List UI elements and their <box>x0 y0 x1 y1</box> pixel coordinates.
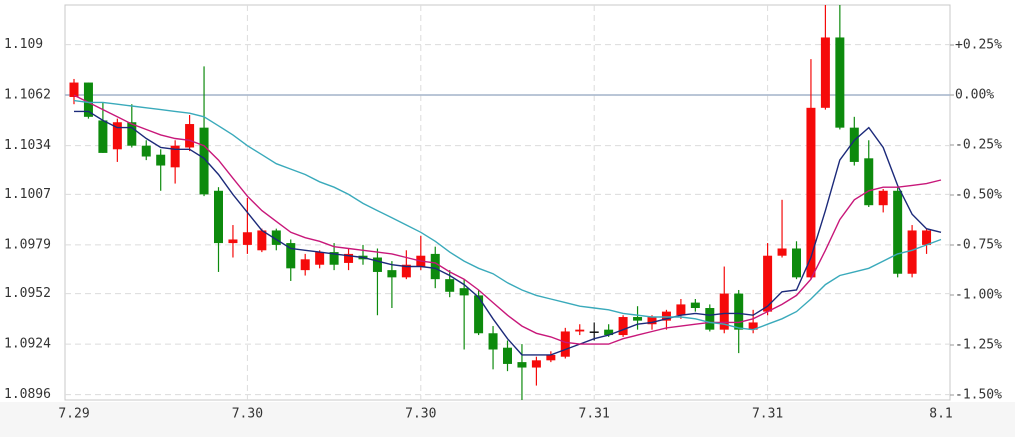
x-axis-band <box>0 402 1015 437</box>
candle-body <box>517 362 527 368</box>
y2-tick-label: -0.50% <box>955 188 1002 203</box>
x-tick-label: 7.30 <box>232 407 263 422</box>
x-tick-label: 7.29 <box>58 407 89 422</box>
candle-body <box>156 154 166 166</box>
candle-body <box>647 317 657 325</box>
y-tick-label: 1.0952 <box>4 286 51 301</box>
y2-tick-label: +0.25% <box>955 38 1002 53</box>
candle-body <box>878 190 888 206</box>
moving-average-line <box>73 99 942 331</box>
y2-tick-label: -1.50% <box>955 388 1002 403</box>
candle-body <box>546 354 556 361</box>
candle-body <box>792 248 801 278</box>
candle-body <box>127 122 137 146</box>
x-tick-label: 7.31 <box>752 407 783 422</box>
candle-body <box>893 190 903 274</box>
candle-body <box>589 331 599 333</box>
candle-body <box>907 230 917 274</box>
candle-body <box>257 230 267 251</box>
candle-body <box>228 239 238 244</box>
y-tick-label: 1.0979 <box>4 237 51 252</box>
candle-body <box>748 322 758 330</box>
candle-body <box>430 253 440 280</box>
candle-body <box>387 270 397 278</box>
y2-tick-label: -0.25% <box>955 138 1002 153</box>
candle-body <box>445 279 455 292</box>
y-tick-label: 1.1034 <box>4 138 51 153</box>
y-tick-label: 1.0924 <box>4 337 51 352</box>
candle-body <box>531 360 541 368</box>
candle-body <box>763 255 773 312</box>
candle-body <box>242 232 252 245</box>
moving-average-line <box>74 110 942 356</box>
candle-body <box>690 302 700 309</box>
candle-body <box>604 329 614 336</box>
candle-body <box>676 304 686 316</box>
candle-body <box>488 333 498 350</box>
candle-body <box>329 252 339 265</box>
candle-body <box>401 264 411 278</box>
candle-body <box>271 230 281 245</box>
candle-body <box>820 37 830 108</box>
candle-body <box>835 37 845 128</box>
candle-body <box>372 257 382 272</box>
candle-body <box>618 317 628 336</box>
candle-body <box>98 120 108 153</box>
candle-body <box>734 293 744 330</box>
candle-body <box>922 230 932 245</box>
candle-body <box>474 295 484 334</box>
y-tick-label: 1.1007 <box>4 187 51 202</box>
candle-body <box>705 308 715 330</box>
x-tick-label: 7.30 <box>405 407 436 422</box>
y2-tick-label: -1.00% <box>955 288 1002 303</box>
candle-body <box>170 145 180 168</box>
candle-body <box>69 82 79 97</box>
y2-tick-label: -1.25% <box>955 338 1002 353</box>
candle-body <box>661 311 671 321</box>
candle-body <box>185 124 195 148</box>
y2-tick-label: -0.75% <box>955 238 1002 253</box>
candle-body <box>112 122 122 150</box>
candle-body <box>83 82 93 117</box>
candle-body <box>575 329 585 332</box>
y-tick-label: 1.1062 <box>4 88 51 103</box>
candle-body <box>503 347 512 364</box>
x-tick-label: 8.1 <box>929 407 952 422</box>
candle-body <box>344 253 354 263</box>
candle-body <box>633 317 643 321</box>
moving-average-line <box>73 94 942 345</box>
candle-body <box>849 127 859 162</box>
candle-body <box>199 127 209 195</box>
candle-body <box>560 331 570 357</box>
candle-body <box>864 158 874 206</box>
candle-body <box>777 248 787 256</box>
candle-body <box>300 259 310 271</box>
candle-body <box>315 252 325 265</box>
candle-body <box>806 107 816 278</box>
plot-frame <box>64 4 951 401</box>
y-tick-label: 1.0896 <box>4 387 51 402</box>
x-tick-label: 7.31 <box>579 407 610 422</box>
candle-body <box>214 190 223 244</box>
y-tick-label: 1.109 <box>4 37 43 52</box>
candle-body <box>459 288 469 296</box>
candle-body <box>286 243 296 269</box>
y2-tick-label: 0.00% <box>955 88 994 103</box>
candle-body <box>719 293 729 330</box>
candle-body <box>141 145 151 157</box>
